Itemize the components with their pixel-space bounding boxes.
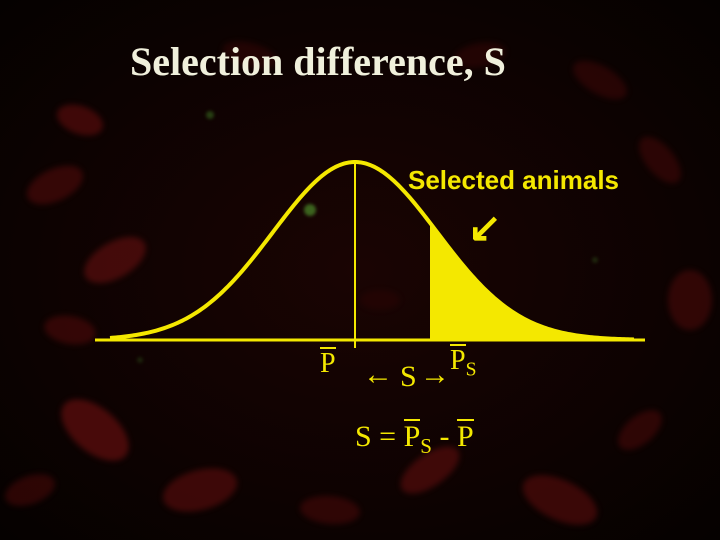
selected-animals-label: Selected animals: [408, 165, 619, 196]
s-left-arrow-icon: ←: [363, 358, 393, 392]
slide-title: Selection difference, S: [130, 38, 506, 85]
formula-mid: -: [432, 420, 457, 453]
population-mean-label: P: [320, 348, 336, 380]
distribution-curve: [90, 120, 650, 380]
formula-prefix: S =: [355, 420, 404, 453]
pointer-arrow-icon: ↙: [468, 205, 502, 251]
selected-mean-label: PS: [450, 345, 476, 382]
selection-difference-formula: S = PS - P: [355, 420, 474, 459]
slide-stage: Selection difference, S Selected animals…: [0, 0, 720, 540]
s-right-arrow-icon: →: [420, 358, 450, 392]
s-span-label: S: [400, 360, 417, 394]
